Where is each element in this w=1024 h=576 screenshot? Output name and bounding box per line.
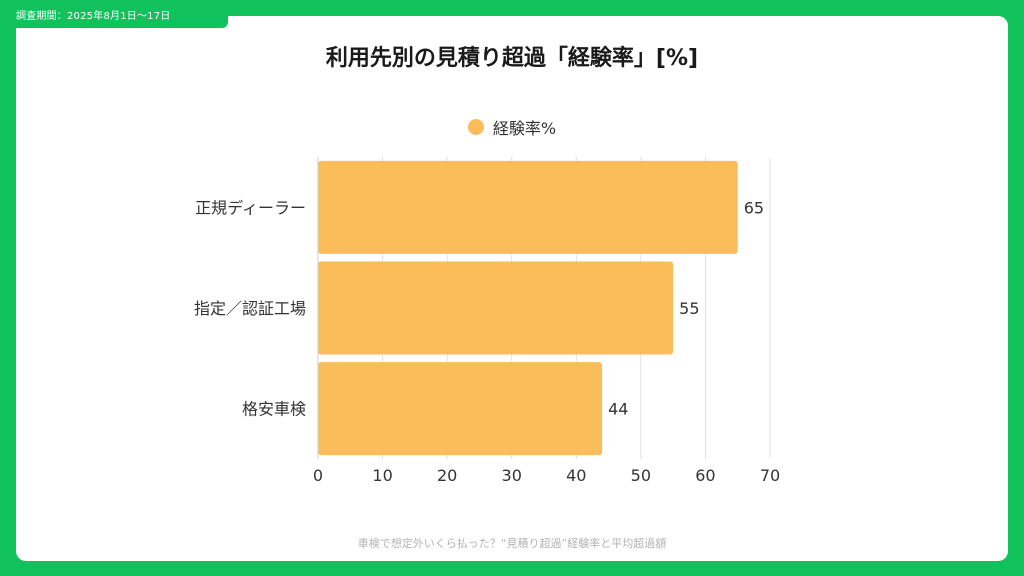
chart-title: 利用先別の見積り超過「経験率」[%] xyxy=(325,46,699,71)
x-tick-label: 10 xyxy=(372,466,392,485)
bar xyxy=(318,362,603,456)
survey-period-tab: 調査期間：2025年8月1日〜17日 xyxy=(0,0,228,28)
x-tick-label: 20 xyxy=(437,466,457,485)
data-label: 44 xyxy=(608,400,628,419)
x-tick-label: 30 xyxy=(502,466,522,485)
category-label: 指定／認証工場 xyxy=(194,299,306,318)
x-tick-label: 60 xyxy=(695,466,715,485)
bar xyxy=(318,160,738,254)
x-tick-label: 40 xyxy=(566,466,586,485)
chart-legend: 経験率% xyxy=(0,115,1024,139)
legend-label: 経験率% xyxy=(492,119,557,138)
footer-caption: 車検で想定外いくら払った？“見積り超過”経験率と平均超過額 xyxy=(357,537,667,550)
x-tick-label: 50 xyxy=(631,466,651,485)
data-label: 55 xyxy=(679,299,699,318)
category-label: 正規ディーラー xyxy=(195,198,306,217)
x-tick-label: 70 xyxy=(760,466,780,485)
data-label: 65 xyxy=(744,198,764,217)
category-label: 格安車検 xyxy=(242,400,306,419)
x-tick-label: 0 xyxy=(313,466,323,485)
legend-marker xyxy=(467,119,484,135)
bar xyxy=(318,261,674,355)
survey-period-text: 調査期間：2025年8月1日〜17日 xyxy=(16,11,171,22)
